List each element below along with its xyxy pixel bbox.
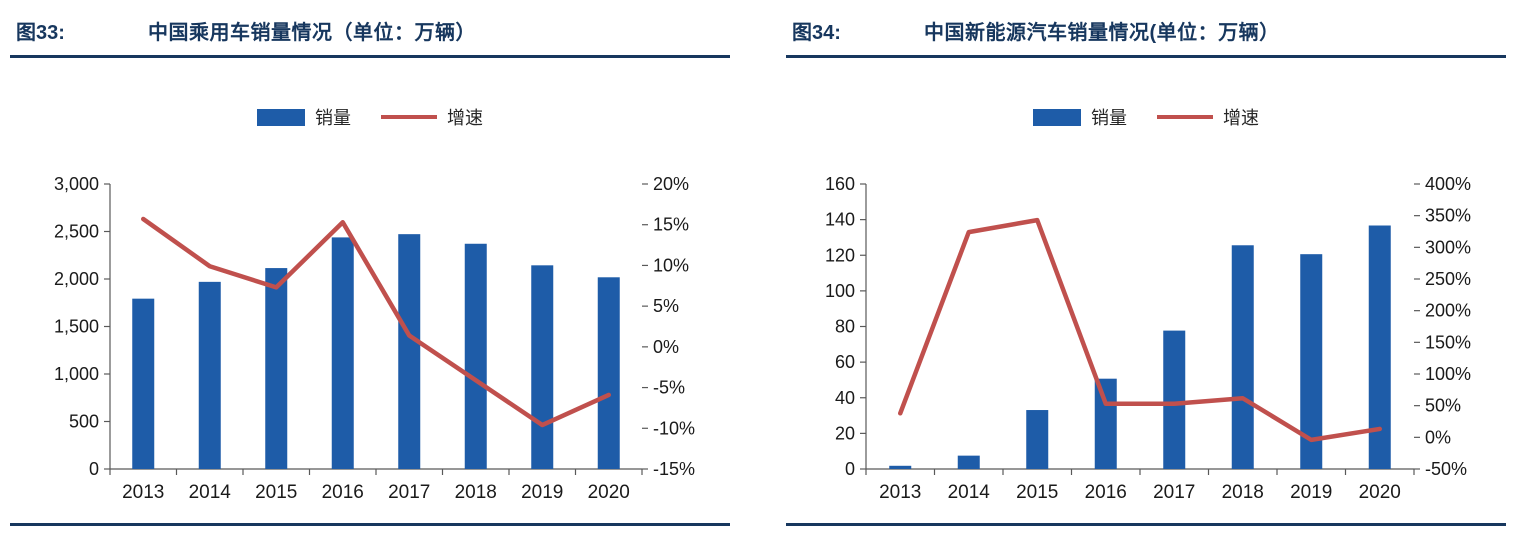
x-axis-label: 2018 [455,482,497,503]
panel-figure-33: 图33: 中国乘用车销量情况（单位：万辆） 销量 增速 0 500 1,000 1,5… [6,0,734,536]
left-axis-tick-label: 100 [825,281,855,301]
x-axis-label: 2013 [122,482,164,503]
right-axis-tick-label: -10% [653,418,695,438]
x-axis-label: 2019 [1290,482,1332,503]
right-axis-tick-label: 0% [1425,427,1451,447]
sales-bar [1026,410,1049,469]
left-axis-tick-label: 60 [835,352,855,372]
right-axis-tick-label: -50% [1425,459,1467,479]
left-axis-tick-label: 3,000 [54,174,99,194]
sales-bar [265,268,288,469]
left-axis-tick-label: 40 [835,388,855,408]
x-axis-label: 2016 [1085,482,1127,503]
left-axis-tick-label: 120 [825,245,855,265]
x-axis-label: 2017 [1153,482,1195,503]
chart-legend: 销量 增速 [786,104,1506,130]
right-axis-tick-label: 5% [653,296,679,316]
figure-title: 中国新能源汽车销量情况(单位：万辆） [924,22,1280,44]
growth-line [898,217,1382,443]
right-axis-tick-label: 300% [1425,237,1471,257]
bar-series-label: 销量 [315,108,351,128]
x-axis-label: 2018 [1222,482,1264,503]
left-axis-tick-label: 1,500 [54,317,99,337]
figure-header: 图34: 中国新能源汽车销量情况(单位：万辆） [786,10,1506,55]
line-series-label: 增速 [1223,108,1259,128]
figure-title: 中国乘用车销量情况（单位：万辆） [148,22,476,44]
footer-rule [10,523,730,526]
figure-label: 图34: [792,22,841,44]
right-axis-tick-label: 15% [653,215,689,235]
x-axis-label: 2019 [521,482,563,503]
x-axis-label: 2013 [879,482,921,503]
sales-bar [198,281,221,469]
bar-series-swatch [1033,108,1081,126]
header-rule [786,55,1506,58]
sales-bar [331,237,354,469]
left-axis-tick-label: 2,000 [54,269,99,289]
right-axis-tick-label: -5% [653,378,685,398]
right-axis-tick-label: 0% [653,337,679,357]
left-axis-tick-label: 80 [835,317,855,337]
sales-bar [597,277,620,469]
x-axis-label: 2020 [1359,482,1401,503]
panel-figure-34: 图34: 中国新能源汽车销量情况(单位：万辆） 销量 增速 0 20 40 60 80 1… [782,0,1510,536]
x-axis-label: 2014 [189,482,232,503]
growth-line [141,216,611,428]
sales-bar [957,455,980,469]
nev-sales-chart: 0 20 40 60 80 100 120 140 160 -50% 0% 50% 100% 150% 20… [825,174,1471,503]
sales-bar [398,234,421,469]
sales-bar [132,298,155,469]
right-axis-tick-label: 10% [653,255,689,275]
right-axis-tick-label: 250% [1425,269,1471,289]
left-axis-tick-label: 2,500 [54,222,99,242]
left-axis-tick-label: 140 [825,210,855,230]
bar-series-swatch [257,108,305,126]
sales-bar [1094,378,1117,469]
right-axis-tick-label: 200% [1425,301,1471,321]
x-axis-label: 2017 [388,482,430,503]
line-series-swatch [381,115,437,119]
header-rule [10,55,730,58]
sales-bar [464,243,487,469]
line-series-swatch [1157,115,1213,119]
left-axis-tick-label: 0 [89,459,99,479]
sales-bar [531,265,554,469]
sales-bar [1368,225,1391,469]
right-axis-tick-label: 50% [1425,396,1461,416]
passenger-vehicle-sales-chart: 0 500 1,000 1,500 2,000 2,500 3,000 -15% -10% -5%… [54,174,695,503]
right-axis-tick-label: 100% [1425,364,1471,384]
right-axis-tick-label: -15% [653,459,695,479]
left-axis-tick-label: 160 [825,174,855,194]
right-axis-tick-label: 150% [1425,332,1471,352]
line-series-label: 增速 [447,108,483,128]
right-axis-tick-label: 400% [1425,174,1471,194]
x-axis-label: 2016 [322,482,364,503]
x-axis-label: 2015 [1016,482,1058,503]
left-axis-tick-label: 500 [69,412,99,432]
footer-rule [786,523,1506,526]
figure-label: 图33: [16,22,65,44]
x-axis-label: 2015 [255,482,297,503]
figure-header: 图33: 中国乘用车销量情况（单位：万辆） [10,10,730,55]
sales-bar [1231,245,1254,469]
sales-bar [1300,254,1323,469]
left-axis-tick-label: 20 [835,423,855,443]
right-axis-tick-label: 350% [1425,206,1471,226]
chart-legend: 销量 增速 [10,104,730,130]
bar-series-label: 销量 [1091,108,1127,128]
right-axis-tick-label: 20% [653,174,689,194]
sales-bar [889,465,912,469]
x-axis-label: 2020 [588,482,630,503]
left-axis-tick-label: 0 [845,459,855,479]
sales-bar [1163,330,1186,469]
x-axis-label: 2014 [948,482,991,503]
left-axis-tick-label: 1,000 [54,364,99,384]
